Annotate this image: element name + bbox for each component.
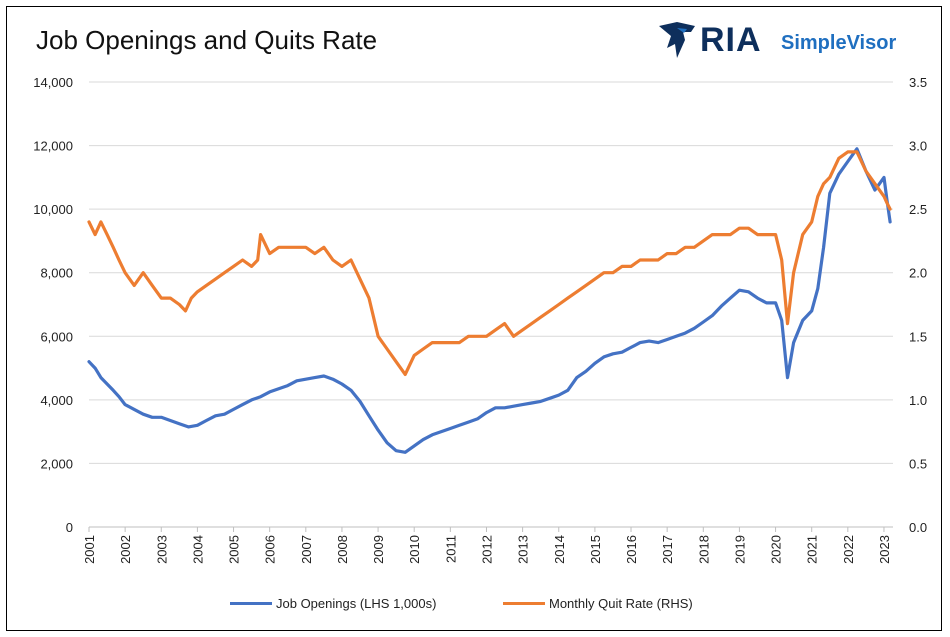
right-tick-label: 1.5 [909,329,927,344]
x-tick-label: 2003 [154,535,169,564]
left-tick-label: 0 [66,520,73,535]
right-tick-label: 0.5 [909,456,927,471]
x-tick-label: 2011 [443,535,458,563]
right-tick-label: 1.0 [909,393,927,408]
legend-label-job-openings: Job Openings (LHS 1,000s) [276,596,437,611]
x-tick-label: 2015 [588,535,603,564]
logo-product-text: SimpleVisor [781,32,897,54]
x-tick-label: 2006 [263,535,278,564]
left-tick-label: 4,000 [40,393,73,408]
eagle-icon [659,22,695,58]
series-lines [87,147,892,454]
right-tick-label: 2.5 [909,202,927,217]
legend-swatch-quit-rate [503,602,545,605]
x-tick-label: 2014 [552,535,567,564]
chart-title: Job Openings and Quits Rate [36,25,378,55]
x-tick-label: 2004 [190,535,205,564]
left-tick-label: 12,000 [33,139,73,154]
x-tick-label: 2019 [732,535,747,564]
x-tick-label: 2001 [82,535,97,564]
left-axis-ticks: 0 2,000 4,000 6,000 8,000 10,000 12,000 14,000 [33,75,73,535]
logo-brand-text: RIA [700,21,762,59]
left-tick-label: 6,000 [40,329,73,344]
legend-item-job-openings: Job Openings (LHS 1,000s) [230,596,436,611]
gridlines [89,81,893,464]
ria-simplevisor-logo: RIA SimpleVisor [655,18,905,62]
x-tick-label: 2018 [696,535,711,564]
x-tick-label: 2017 [660,535,675,564]
series-line-job-openings [87,147,892,454]
right-axis-ticks: 0.0 0.5 1.0 1.5 2.0 2.5 3.0 3.5 [909,75,927,535]
left-tick-label: 8,000 [40,266,73,281]
legend-label-quit-rate: Monthly Quit Rate (RHS) [549,596,693,611]
x-tick-label: 2021 [805,535,820,564]
right-tick-label: 3.5 [909,75,927,90]
x-tick-label: 2012 [479,535,494,564]
x-tick-label: 2020 [769,535,784,564]
x-tick-label: 2023 [877,535,892,564]
right-tick-label: 0.0 [909,520,927,535]
x-tick-label: 2022 [841,535,856,564]
x-tick-label: 2002 [118,535,133,564]
left-tick-label: 14,000 [33,75,73,90]
left-tick-label: 10,000 [33,202,73,217]
x-tick-label: 2007 [299,535,314,564]
x-tick-label: 2005 [227,535,242,564]
legend-item-quit-rate: Monthly Quit Rate (RHS) [503,596,693,611]
right-tick-label: 2.0 [909,266,927,281]
right-tick-label: 3.0 [909,139,927,154]
x-tick-label: 2013 [516,535,531,564]
x-tick-label: 2009 [371,535,386,564]
legend-swatch-job-openings [230,602,272,605]
x-axis: 2001 2002 2003 2004 2005 2006 2007 2008 2009 2010… [82,526,893,564]
x-tick-label: 2010 [407,535,422,564]
series-line-quit-rate [87,150,892,376]
x-tick-label: 2008 [335,535,350,564]
x-tick-label: 2016 [624,535,639,564]
left-tick-label: 2,000 [40,456,73,471]
